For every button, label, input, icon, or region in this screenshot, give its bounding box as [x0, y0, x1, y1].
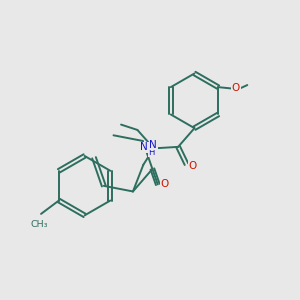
- Text: N: N: [140, 142, 148, 152]
- Text: H: H: [148, 148, 155, 157]
- Text: O: O: [160, 179, 168, 189]
- Text: O: O: [189, 160, 197, 171]
- Text: N: N: [149, 140, 157, 150]
- Text: CH₃: CH₃: [31, 220, 48, 229]
- Text: O: O: [232, 83, 240, 93]
